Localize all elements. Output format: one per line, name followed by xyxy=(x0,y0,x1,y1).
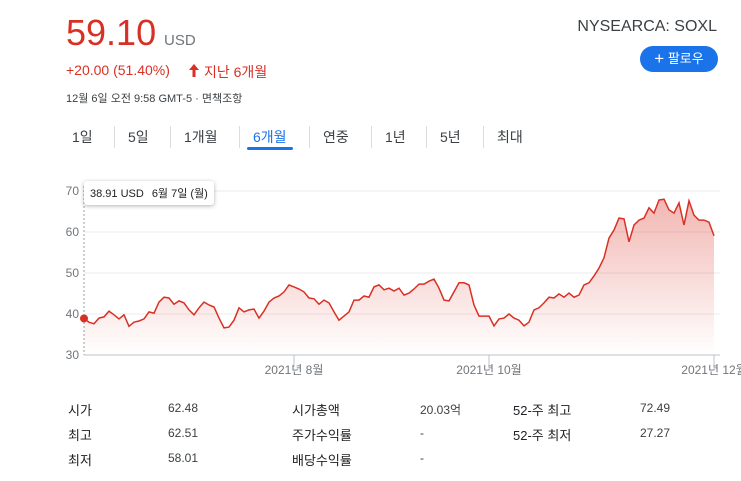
tooltip: 38.91 USD 6월 7일 (월) xyxy=(84,181,214,205)
disclaimer[interactable]: 면책조항 xyxy=(201,93,243,105)
timestamp: 12월 6일 오전 9:58 GMT-5 · 면책조항 xyxy=(66,93,243,105)
ticker: NYSEARCA: SOXL xyxy=(577,18,717,35)
stat-label: 52-주 최고 xyxy=(513,403,572,418)
tab-separator xyxy=(239,126,240,148)
tab-separator xyxy=(114,126,115,148)
time: 12월 6일 오전 9:58 GMT-5 xyxy=(66,93,193,105)
range-tab[interactable]: 1개월 xyxy=(184,129,218,145)
range-tab[interactable]: 5일 xyxy=(128,129,149,145)
stat-value: 27.27 xyxy=(640,426,671,440)
line xyxy=(83,197,715,329)
stat-label: 최고 xyxy=(68,428,92,443)
tab-separator xyxy=(483,126,484,148)
stat-label: 시가 xyxy=(68,403,92,418)
stat-label: 주가수익률 xyxy=(292,428,352,443)
stat-value: 62.51 xyxy=(168,426,199,440)
stat-label: 배당수익률 xyxy=(292,453,352,468)
period: 지난 6개월 xyxy=(204,64,268,80)
tab-separator xyxy=(426,126,427,148)
stat-value: 58.01 xyxy=(168,451,199,465)
price: 59.10 xyxy=(66,12,157,53)
chart: 30 40 50 60 70 2021년 8월 2021년 10월 2021년 12월 xyxy=(66,184,741,377)
y-tick-label: 70 xyxy=(66,184,80,198)
stat-value: 62.48 xyxy=(168,401,199,415)
active-underline xyxy=(247,147,293,150)
x-tick-label: 2021년 12월 xyxy=(681,363,741,377)
y-tick-label: 60 xyxy=(66,225,80,239)
hover-dot xyxy=(80,314,88,323)
tab-separator xyxy=(371,126,372,148)
up-arrow xyxy=(189,64,199,77)
tab-separator xyxy=(170,126,171,148)
range-tab[interactable]: 1년 xyxy=(385,129,406,145)
stat-label: 시가총액 xyxy=(292,403,340,418)
range-tab[interactable]: 5년 xyxy=(440,129,461,145)
y-tick-label: 40 xyxy=(66,307,80,321)
stat-label: 52-주 최저 xyxy=(513,428,572,443)
tab-separator xyxy=(309,126,310,148)
stat-label: 최저 xyxy=(68,453,92,468)
follow-button[interactable]: + 팔로우 xyxy=(640,46,718,72)
y-tick-label: 50 xyxy=(66,266,80,280)
y-tick-label: 30 xyxy=(66,348,80,362)
x-tick-label: 2021년 8월 xyxy=(265,363,324,377)
area xyxy=(84,199,714,355)
range-tab[interactable]: 연중 xyxy=(323,129,349,145)
stat-value: - xyxy=(420,426,424,440)
stat-value: - xyxy=(420,451,424,465)
tooltip-date: 6월 7일 (월) xyxy=(151,188,208,200)
range-tab[interactable]: 6개월 xyxy=(253,129,287,145)
x-tick-label: 2021년 10월 xyxy=(456,363,521,377)
range-tab[interactable]: 최대 xyxy=(497,129,523,145)
currency: USD xyxy=(164,32,196,49)
change: +20.00 (51.40%) xyxy=(66,62,170,78)
stat-value: 72.49 xyxy=(640,401,671,415)
follow-label: 팔로우 xyxy=(667,51,704,66)
tooltip-price: 38.91 USD xyxy=(90,188,144,200)
stat-value: 20.03억 xyxy=(420,403,462,417)
range-tab[interactable]: 1일 xyxy=(72,129,93,145)
